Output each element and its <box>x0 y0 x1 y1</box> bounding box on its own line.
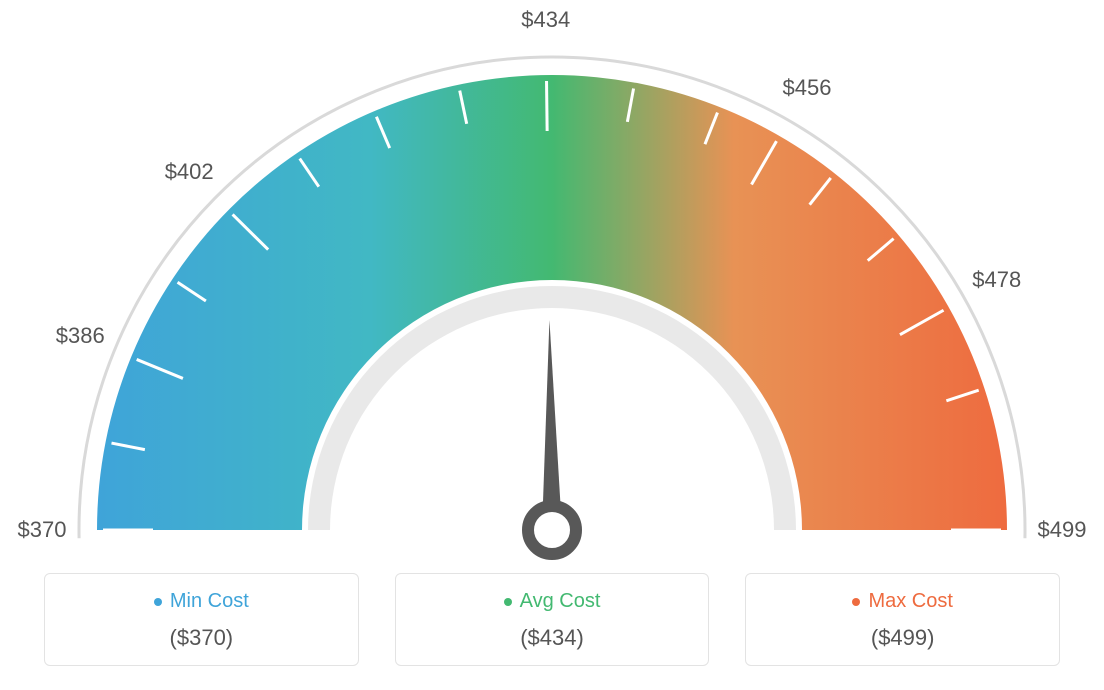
gauge-needle-hub <box>528 506 576 554</box>
legend-dot-max <box>852 598 860 606</box>
legend-title-avg: Avg Cost <box>520 590 601 613</box>
gauge-tick-label: $478 <box>972 267 1021 293</box>
legend-row: Min Cost ($370) Avg Cost ($434) Max Cost… <box>0 573 1104 666</box>
legend-card-avg: Avg Cost ($434) <box>395 573 710 666</box>
legend-card-max: Max Cost ($499) <box>745 573 1060 666</box>
gauge-chart-container: Min Cost ($370) Avg Cost ($434) Max Cost… <box>0 0 1104 690</box>
gauge-tick-label: $434 <box>521 7 570 33</box>
legend-value-min: ($370) <box>53 625 350 651</box>
legend-value-avg: ($434) <box>404 625 701 651</box>
gauge-tick-label: $499 <box>1038 517 1087 543</box>
gauge-tick-label: $456 <box>783 75 832 101</box>
legend-title-min: Min Cost <box>170 590 249 613</box>
legend-dot-avg <box>504 598 512 606</box>
legend-card-min: Min Cost ($370) <box>44 573 359 666</box>
gauge-needle <box>542 320 562 530</box>
legend-title-max: Max Cost <box>868 590 952 613</box>
gauge-tick-label: $386 <box>56 323 105 349</box>
legend-value-max: ($499) <box>754 625 1051 651</box>
gauge-tick <box>547 81 548 131</box>
gauge-tick-label: $370 <box>18 517 67 543</box>
legend-dot-min <box>154 598 162 606</box>
gauge-tick-label: $402 <box>165 159 214 185</box>
